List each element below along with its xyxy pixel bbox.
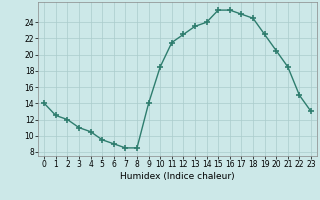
X-axis label: Humidex (Indice chaleur): Humidex (Indice chaleur) — [120, 172, 235, 181]
